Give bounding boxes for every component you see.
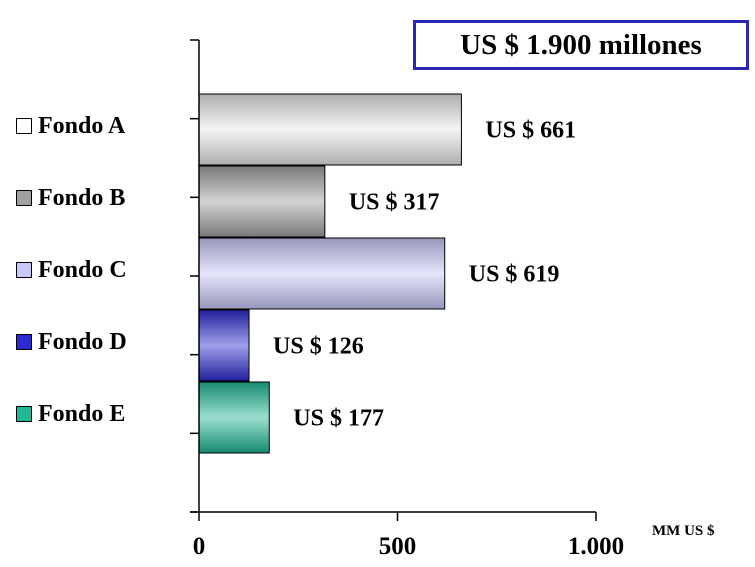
- legend-item-fondo-e: Fondo E: [16, 401, 125, 428]
- data-label-fondo-b: US $ 317: [349, 190, 440, 216]
- legend-label: Fondo B: [38, 184, 126, 211]
- data-label-fondo-c: US $ 619: [469, 262, 560, 288]
- bar-fondo-c: [198, 237, 446, 310]
- legend-item-fondo-c: Fondo C: [16, 257, 127, 284]
- data-label-fondo-a: US $ 661: [485, 118, 576, 144]
- legend-label: Fondo D: [38, 328, 127, 355]
- bar-fondo-b: [198, 165, 326, 238]
- x-tick-label: 0: [193, 533, 206, 560]
- total-annotation: US $ 1.900 millones: [413, 20, 749, 70]
- legend-item-fondo-b: Fondo B: [16, 185, 125, 212]
- legend-item-fondo-d: Fondo D: [16, 329, 127, 356]
- legend-swatch: [16, 118, 32, 134]
- bar-fondo-a: [198, 93, 462, 166]
- legend-label: Fondo E: [38, 400, 126, 427]
- x-tick-label: 1.000: [568, 533, 624, 560]
- x-axis-label: MM US $: [652, 523, 715, 539]
- legend-item-fondo-a: Fondo A: [16, 113, 125, 140]
- data-label-fondo-d: US $ 126: [273, 334, 364, 360]
- legend-swatch: [16, 190, 32, 206]
- bar-fondo-e: [198, 381, 270, 454]
- legend-swatch: [16, 334, 32, 350]
- legend-swatch: [16, 262, 32, 278]
- bar-fondo-d: [198, 309, 250, 382]
- legend-label: Fondo A: [38, 112, 126, 139]
- legend-swatch: [16, 406, 32, 422]
- legend-label: Fondo C: [38, 256, 127, 283]
- x-tick-label: 500: [379, 533, 417, 560]
- data-label-fondo-e: US $ 177: [293, 406, 384, 432]
